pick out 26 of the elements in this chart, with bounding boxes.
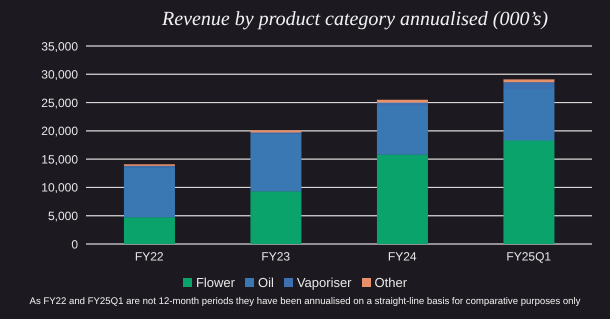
y-tick-label: 35,000 <box>41 39 78 54</box>
legend-label: Other <box>374 275 408 290</box>
x-tick-label: FY23 <box>261 250 290 264</box>
y-tick-label: 10,000 <box>41 180 78 195</box>
bar <box>250 134 302 192</box>
bar <box>376 106 428 155</box>
y-tick-label: 5,000 <box>48 208 78 223</box>
x-tick-label: FY24 <box>388 250 417 264</box>
chart-title: Revenue by product category annualised (000’s) <box>160 8 549 31</box>
legend-label: Flower <box>196 275 235 290</box>
y-tick-label: 30,000 <box>41 68 78 82</box>
y-tick-label: 20,000 <box>41 124 78 138</box>
legend-label: Oil <box>258 275 274 290</box>
bar <box>124 167 175 218</box>
bar <box>124 217 175 244</box>
x-tick-label: FY25Q1 <box>506 250 552 264</box>
y-tick-label: 0 <box>71 237 78 252</box>
bar <box>376 154 428 244</box>
y-tick-label: 15,000 <box>41 152 78 166</box>
legend-label: Vaporiser <box>296 275 352 290</box>
bar <box>503 140 554 244</box>
x-tick-label: FY22 <box>134 250 164 264</box>
bar <box>250 191 302 244</box>
bar <box>376 100 428 103</box>
text: As FY22 and FY25Q1 are not 12-month periods they have been annualised on a straight-line basis for comparative purposes only <box>28 296 582 307</box>
y-tick-label: 25,000 <box>41 96 78 110</box>
